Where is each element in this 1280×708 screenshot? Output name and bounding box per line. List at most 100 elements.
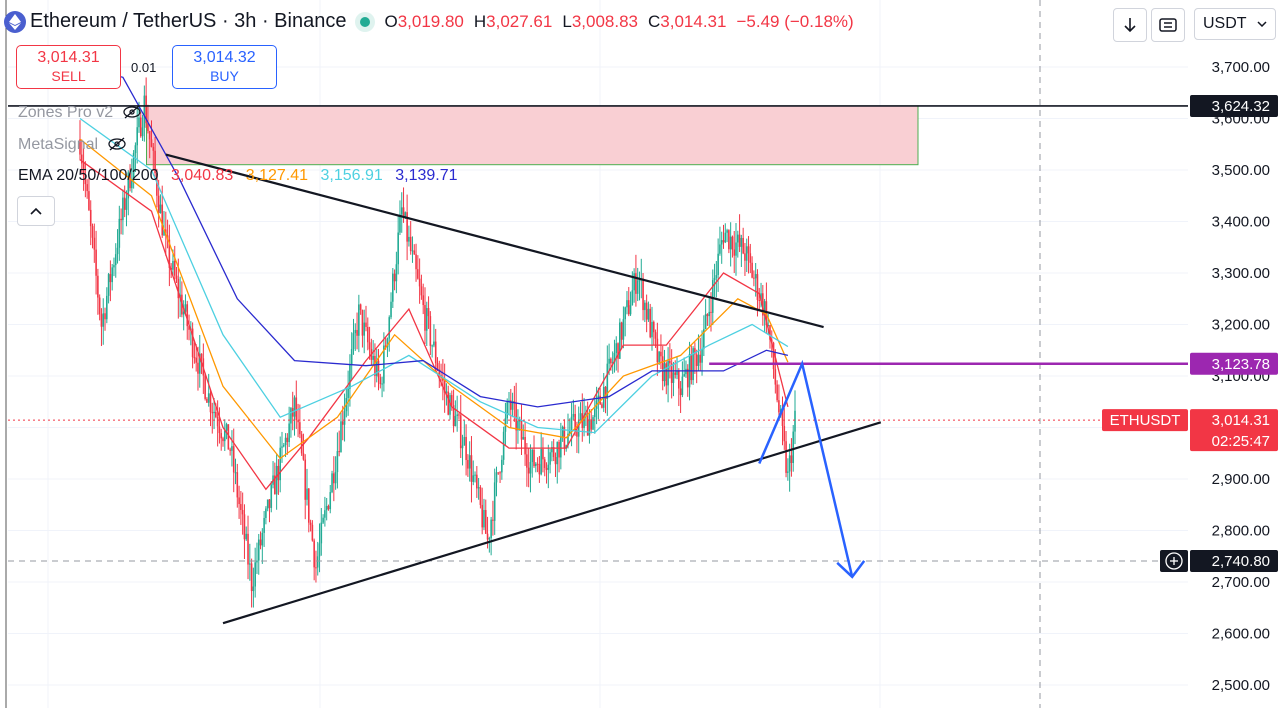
collapse-legend-button[interactable] xyxy=(17,196,55,226)
candle-body xyxy=(619,322,621,359)
candle-body xyxy=(122,197,124,221)
candle-body xyxy=(729,236,732,250)
candle-body xyxy=(733,249,736,256)
fullscreen-icon xyxy=(1159,18,1177,32)
candle-body xyxy=(670,363,673,383)
candle-body xyxy=(338,451,340,453)
candle-body xyxy=(182,311,185,315)
candle-body xyxy=(690,354,693,381)
candle-body xyxy=(400,207,403,215)
symbol-tag xyxy=(1102,409,1188,432)
candle-body xyxy=(467,460,469,469)
projection-path[interactable] xyxy=(758,359,854,578)
candle-body xyxy=(622,319,625,340)
download-button[interactable] xyxy=(1113,8,1147,42)
candle-body xyxy=(256,560,258,563)
candle-body xyxy=(465,436,467,461)
currency-select[interactable]: USDT xyxy=(1194,8,1276,40)
price-change: −5.49 (−0.18%) xyxy=(736,11,854,31)
candle-body xyxy=(156,173,158,196)
candle-body xyxy=(533,449,535,467)
candle-body xyxy=(299,422,301,435)
candle-body xyxy=(606,363,609,399)
candle-body xyxy=(191,328,194,358)
candle-body xyxy=(341,421,344,425)
hidden-eye-icon[interactable] xyxy=(107,137,127,151)
symbol-title[interactable]: Ethereum / TetherUS · 3h · Binance xyxy=(30,10,347,32)
candle-body xyxy=(309,522,312,525)
candle-body xyxy=(631,290,634,306)
candle-body xyxy=(492,519,494,521)
candle-body xyxy=(243,514,246,540)
candle-body xyxy=(594,408,596,418)
candle-body xyxy=(642,278,644,311)
ema-indicator-legend[interactable]: EMA 20/50/100/200 3,040.83 3,127.41 3,15… xyxy=(18,167,466,185)
candle-body xyxy=(86,184,88,192)
projection-arrowhead xyxy=(836,560,866,579)
y-tick-label: 3,300.00 xyxy=(1212,265,1270,282)
supply-zone[interactable] xyxy=(146,105,919,166)
candle-body xyxy=(778,400,780,413)
candle-body xyxy=(560,436,562,458)
candle-body xyxy=(347,388,349,398)
y-tick-label: 3,500.00 xyxy=(1212,162,1270,179)
candle-body xyxy=(538,464,541,475)
candle-body xyxy=(529,462,532,474)
candle-body xyxy=(350,348,353,365)
price-tag-value: 3,624.32 xyxy=(1212,98,1270,115)
close-value: 3,014.31 xyxy=(660,11,727,31)
candle-body xyxy=(322,517,324,523)
high-value: 3,027.61 xyxy=(486,11,553,31)
candle-body xyxy=(175,275,178,279)
candle-body xyxy=(89,209,92,227)
candle-body xyxy=(334,472,337,484)
candle-body xyxy=(368,342,371,350)
price-tag-3,123.78 xyxy=(1190,352,1278,375)
candle-body xyxy=(286,437,289,443)
candle-body xyxy=(320,522,323,544)
candle-body xyxy=(474,474,476,476)
candle-body xyxy=(692,348,694,381)
candle-body xyxy=(118,218,121,248)
candle-body xyxy=(331,473,333,493)
sell-button[interactable]: 3,014.31 SELL xyxy=(16,45,121,89)
candle-body xyxy=(109,274,112,283)
trendline-lower-support[interactable] xyxy=(222,421,882,625)
candle-body xyxy=(313,540,315,568)
candle-body xyxy=(517,420,519,431)
buy-button[interactable]: 3,014.32 BUY xyxy=(172,45,277,89)
candle-body xyxy=(311,524,314,541)
candle-body xyxy=(277,465,280,481)
zones-indicator-legend[interactable]: Zones Pro v2 xyxy=(18,103,142,122)
candle-body xyxy=(449,395,451,415)
candle-body xyxy=(325,505,328,511)
candle-body xyxy=(384,345,387,348)
trendline-upper-resistance[interactable] xyxy=(165,153,824,329)
spread-value: 0.01 xyxy=(131,60,157,75)
candle-body xyxy=(236,472,239,498)
candle-body xyxy=(753,277,755,279)
candle-body xyxy=(139,117,142,137)
candle-body xyxy=(638,280,641,282)
fullscreen-button[interactable] xyxy=(1151,8,1185,42)
sell-label: SELL xyxy=(51,68,86,84)
y-tick-label: 2,600.00 xyxy=(1212,626,1270,643)
candle-body xyxy=(608,358,610,364)
candle-body xyxy=(558,442,560,458)
y-tick-label: 3,700.00 xyxy=(1212,59,1270,76)
metasignal-indicator-legend[interactable]: MetaSignal xyxy=(18,135,127,154)
candle-body xyxy=(393,273,396,282)
candle-body xyxy=(501,459,503,473)
ohlc-values: O3,019.80 H3,027.61 L3,008.83 C3,014.31 … xyxy=(384,12,853,32)
candle-body xyxy=(127,172,130,199)
hidden-eye-icon[interactable] xyxy=(122,105,142,119)
candle-body xyxy=(588,419,591,436)
ema200-value: 3,139.71 xyxy=(395,167,458,184)
candle-body xyxy=(524,437,526,455)
candle-body xyxy=(477,487,480,489)
candle-body xyxy=(79,139,81,155)
candle-body xyxy=(377,360,380,378)
candle-body xyxy=(268,499,271,508)
